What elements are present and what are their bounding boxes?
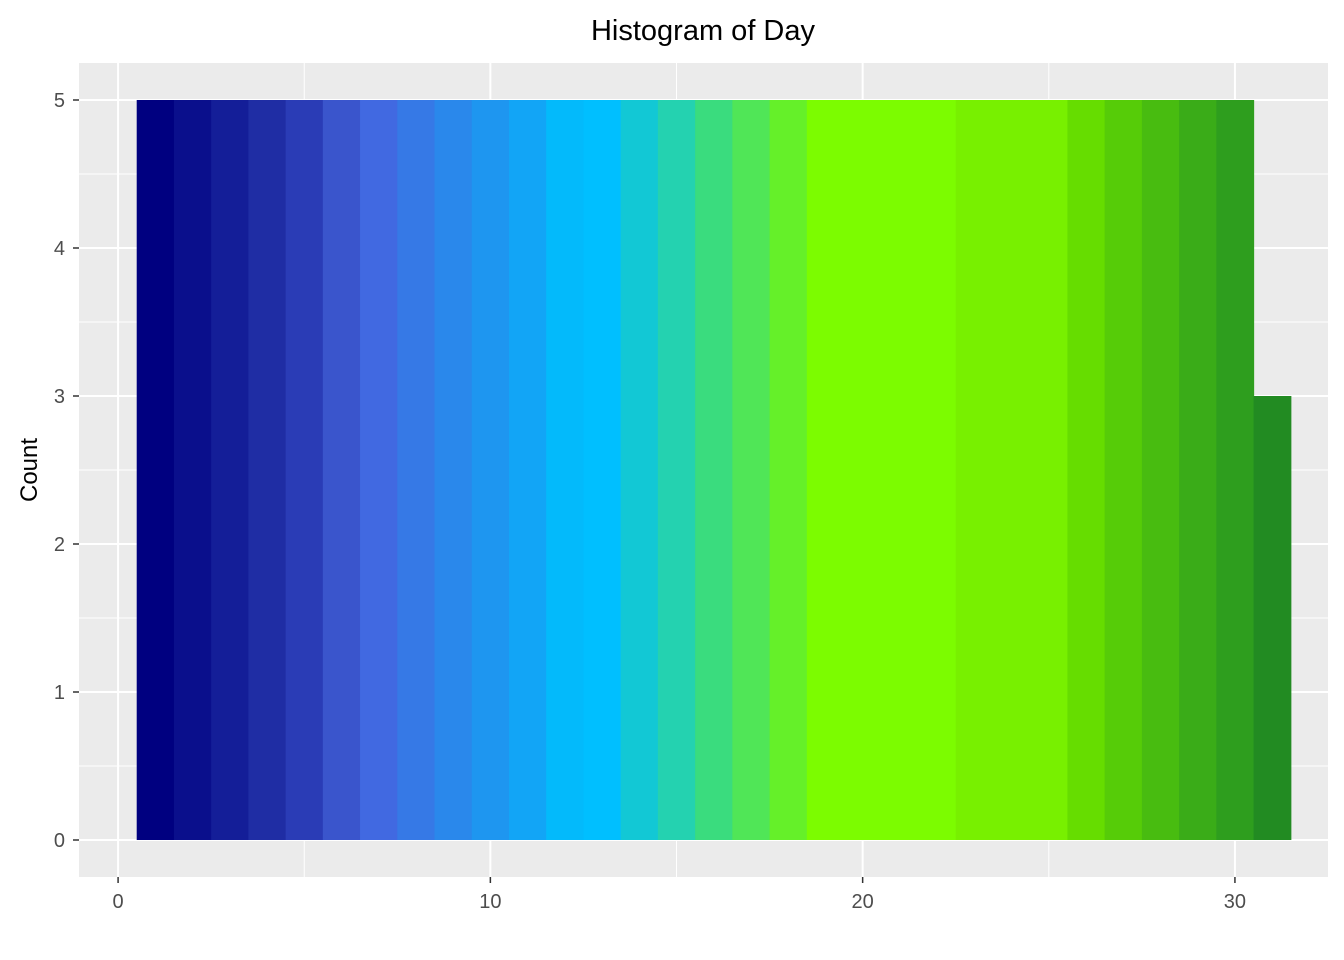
histogram-bar	[248, 100, 287, 840]
x-axis: 0 10 20 30	[113, 877, 1246, 913]
histogram-bar	[1216, 100, 1255, 840]
histogram-bar	[397, 100, 436, 840]
y-tick-label: 0	[54, 830, 65, 852]
histogram-bar	[136, 100, 175, 840]
histogram-bar	[360, 100, 398, 840]
y-axis: 0 1 2 3 4 5	[54, 90, 79, 852]
y-tick-label: 4	[54, 238, 65, 260]
histogram-bar	[657, 100, 696, 840]
histogram-bar	[471, 100, 510, 840]
histogram-bar	[583, 100, 622, 840]
x-tick-label: 0	[113, 891, 124, 913]
histogram-bar	[1030, 100, 1069, 840]
bars	[136, 100, 1292, 840]
histogram-bar	[173, 100, 212, 840]
histogram-bar	[546, 100, 585, 840]
x-tick-label: 20	[852, 891, 874, 913]
histogram-bar	[1179, 100, 1217, 840]
histogram-bar	[992, 100, 1031, 840]
y-tick-label: 5	[54, 90, 65, 112]
histogram-bar	[918, 100, 957, 840]
histogram-bar	[508, 100, 547, 840]
histogram-bar	[732, 100, 771, 840]
histogram-bar	[806, 100, 845, 840]
y-tick-label: 3	[54, 386, 65, 408]
x-tick-label: 10	[479, 891, 501, 913]
y-tick-label: 2	[54, 534, 65, 556]
histogram-bar	[844, 100, 882, 840]
histogram-bar	[1253, 396, 1292, 840]
histogram-bar	[955, 100, 994, 840]
y-tick-label: 1	[54, 682, 65, 704]
histogram-bar	[620, 100, 659, 840]
histogram-bar	[769, 100, 808, 840]
histogram-bar	[1067, 100, 1106, 840]
chart-title: Histogram of Day	[591, 15, 816, 47]
histogram-bar	[211, 100, 249, 840]
histogram-bar	[1141, 100, 1180, 840]
histogram-bar	[695, 100, 733, 840]
histogram-bar	[285, 100, 324, 840]
histogram-bar	[434, 100, 473, 840]
histogram-bar	[881, 100, 920, 840]
x-tick-label: 30	[1224, 891, 1246, 913]
histogram-bar	[1104, 100, 1143, 840]
histogram-bar	[322, 100, 361, 840]
y-axis-title: Count	[16, 438, 43, 502]
